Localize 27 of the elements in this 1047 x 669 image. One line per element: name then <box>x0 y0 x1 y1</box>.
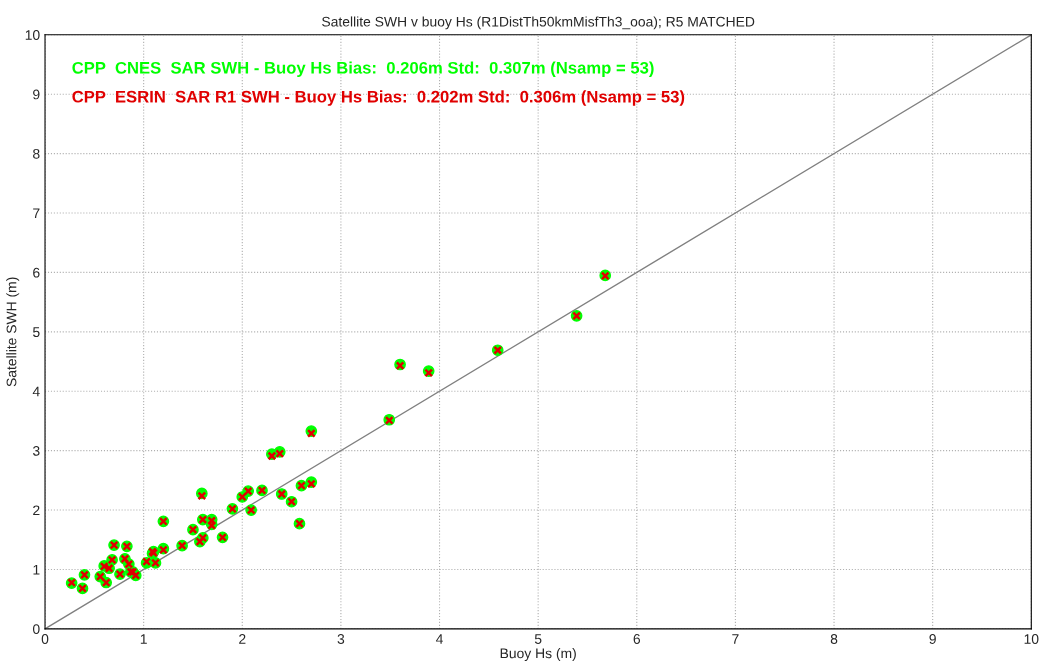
x-tick-label: 9 <box>929 634 936 644</box>
x-tick-label: 6 <box>633 634 641 644</box>
x-tick-label: 7 <box>732 634 739 644</box>
x-axis-title: Buoy Hs (m) <box>500 648 576 661</box>
x-tick-label: 8 <box>830 634 838 644</box>
y-tick-label: 9 <box>33 89 40 100</box>
y-tick-label: 4 <box>32 386 40 397</box>
x-tick-label: 5 <box>534 634 542 644</box>
y-tick-label: 8 <box>33 148 40 159</box>
x-tick-label: 2 <box>239 634 246 644</box>
chart-title: Satellite SWH v buoy Hs (R1DistTh50kmMisfTh3_ooa); R5 MATCHED <box>322 16 755 30</box>
y-tick-label: 5 <box>32 327 40 337</box>
y-tick-label: 7 <box>33 208 40 219</box>
x-tick-label: 1 <box>140 634 147 644</box>
y-tick-label: 3 <box>32 445 40 456</box>
y-tick-label: 2 <box>33 505 40 516</box>
text: CPP ESRIN SAR R1 SWH - Buoy Hs Bias: 0.202m Std: 0.306m (Nsamp = 53) <box>72 90 685 106</box>
x-tick-label: 10 <box>1024 634 1039 644</box>
x-tick-label: 3 <box>337 634 345 644</box>
x-tick-label: 4 <box>435 634 443 644</box>
text: CPP CNES SAR SWH - Buoy Hs Bias: 0.206m Std: 0.307m (Nsamp = 53) <box>72 61 654 77</box>
y-tick-label: 6 <box>33 267 40 278</box>
x-tick-label: 0 <box>41 634 49 644</box>
y-tick-label: 1 <box>33 564 40 575</box>
y-axis-title: Satellite SWH (m) <box>6 277 20 387</box>
y-tick-label: 10 <box>25 30 40 40</box>
y-tick-label: 0 <box>32 624 40 635</box>
